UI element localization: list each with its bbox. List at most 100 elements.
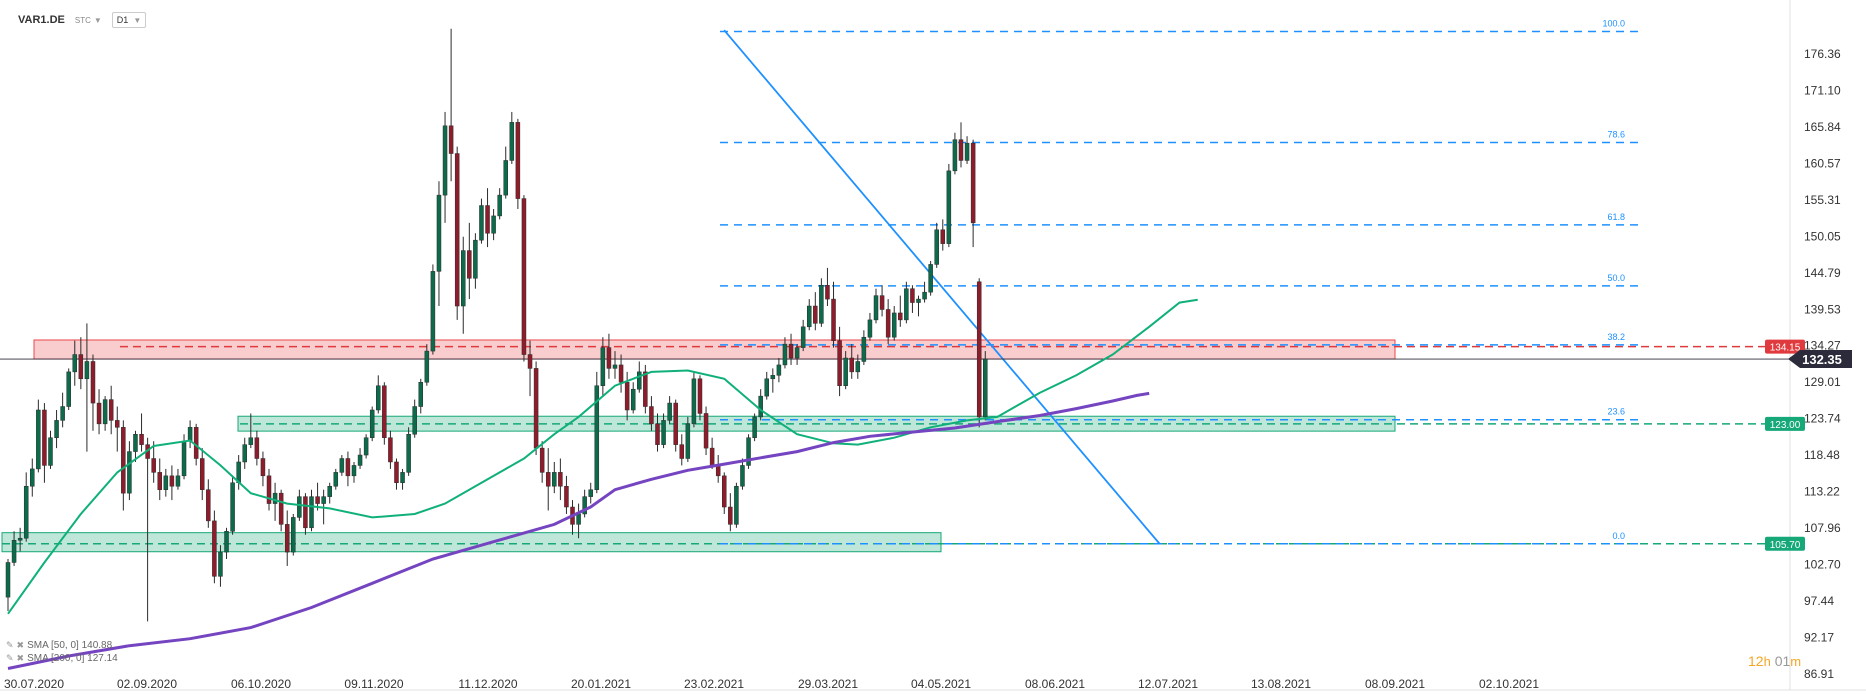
x-tick-label: 06.10.2020 bbox=[231, 677, 291, 691]
candle-body bbox=[5, 562, 11, 598]
candle-body bbox=[218, 551, 223, 577]
candle-body bbox=[418, 382, 424, 407]
candle-body bbox=[782, 343, 788, 366]
symbol-label[interactable]: VAR1.DE bbox=[18, 14, 65, 26]
candle-body bbox=[715, 465, 721, 477]
candle-body bbox=[96, 402, 102, 425]
candle-body bbox=[806, 305, 812, 328]
candle-body bbox=[515, 122, 521, 199]
candle-body bbox=[260, 458, 266, 477]
candles-group bbox=[5, 28, 988, 622]
candle-body bbox=[193, 427, 199, 459]
candle-body bbox=[376, 385, 381, 411]
x-tick-label: 23.02.2021 bbox=[684, 677, 744, 691]
y-tick-label: 155.31 bbox=[1804, 193, 1841, 207]
x-tick-label: 02.09.2020 bbox=[117, 677, 177, 691]
price-level-badge bbox=[1765, 536, 1805, 551]
candle-body bbox=[479, 205, 484, 241]
candle-body bbox=[606, 347, 612, 369]
y-tick-label: 102.70 bbox=[1804, 558, 1841, 572]
candle-body bbox=[788, 343, 794, 359]
candle-body bbox=[321, 496, 326, 504]
candle-body bbox=[891, 312, 897, 338]
y-tick-label: 160.57 bbox=[1804, 156, 1841, 170]
candle-body bbox=[819, 284, 824, 324]
candle-body bbox=[36, 409, 41, 470]
candle-body bbox=[873, 295, 879, 321]
candle-body bbox=[837, 340, 842, 386]
candle-body bbox=[582, 496, 587, 515]
zone-rect bbox=[33, 339, 1396, 360]
candle-body bbox=[254, 437, 260, 459]
x-tick-label: 08.09.2021 bbox=[1365, 677, 1425, 691]
y-tick-label: 165.84 bbox=[1804, 120, 1841, 134]
candle-body bbox=[206, 489, 211, 522]
candle-body bbox=[855, 361, 861, 373]
candle-body bbox=[770, 375, 776, 380]
candle-body bbox=[303, 496, 308, 529]
x-tick-label: 09.11.2020 bbox=[344, 677, 403, 691]
legend-sma200[interactable]: ✎ ✖ SMA [200, 0] 127.14 bbox=[6, 653, 118, 664]
y-tick-label: 176.36 bbox=[1804, 47, 1841, 61]
candle-body bbox=[309, 496, 314, 529]
x-tick-label: 02.10.2021 bbox=[1479, 677, 1539, 691]
candle-body bbox=[576, 513, 581, 525]
candle-body bbox=[970, 142, 976, 224]
fibonacci-label: 100.0 bbox=[1602, 19, 1625, 29]
x-tick-label: 08.06.2021 bbox=[1025, 677, 1085, 691]
candle-body bbox=[491, 215, 496, 234]
candle-body bbox=[60, 406, 65, 421]
candle-body bbox=[624, 382, 630, 411]
edit-icon[interactable]: ✎ bbox=[6, 653, 14, 663]
candle-body bbox=[734, 485, 739, 525]
fibonacci-label: 23.6 bbox=[1607, 407, 1625, 417]
candle-body bbox=[643, 371, 648, 407]
candle-body bbox=[885, 309, 891, 338]
candle-body bbox=[940, 229, 946, 244]
candle-body bbox=[928, 264, 933, 293]
legend-sma50[interactable]: ✎ ✖ SMA [50, 0] 140.88 bbox=[6, 640, 112, 651]
candle-body bbox=[843, 357, 848, 386]
candle-body bbox=[776, 364, 782, 376]
candle-body bbox=[382, 385, 387, 438]
candle-body bbox=[442, 125, 448, 196]
candle-body bbox=[54, 420, 59, 438]
candle-body bbox=[867, 319, 873, 338]
candle-body bbox=[224, 531, 229, 553]
candle-body bbox=[230, 482, 235, 532]
y-tick-label: 86.91 bbox=[1804, 667, 1834, 681]
candle-body bbox=[17, 537, 23, 541]
legend-sma50-label: SMA [50, 0] 140.88 bbox=[27, 640, 113, 651]
candle-body bbox=[157, 472, 162, 490]
candle-body bbox=[345, 458, 351, 477]
y-tick-label: 129.01 bbox=[1804, 375, 1841, 389]
mode-selector[interactable]: STC ▼ bbox=[75, 16, 102, 25]
candle-body bbox=[722, 475, 727, 508]
candle-body bbox=[84, 361, 90, 380]
fibonacci-label: 61.8 bbox=[1607, 212, 1625, 222]
y-tick-label: 118.48 bbox=[1804, 448, 1840, 462]
candle-body bbox=[357, 454, 363, 466]
candle-body bbox=[212, 520, 217, 577]
candle-body bbox=[964, 142, 970, 161]
candle-body bbox=[861, 336, 867, 362]
y-tick-label: 123.74 bbox=[1804, 412, 1841, 426]
candle-body bbox=[108, 399, 114, 421]
candle-body bbox=[509, 122, 515, 161]
candle-body bbox=[248, 437, 254, 445]
candle-body bbox=[461, 250, 466, 307]
candle-body bbox=[90, 361, 96, 404]
trendline bbox=[723, 29, 1161, 545]
close-icon[interactable]: ✖ bbox=[16, 653, 25, 663]
candle-body bbox=[151, 458, 156, 473]
candle-body bbox=[454, 153, 460, 307]
edit-icon[interactable]: ✎ bbox=[6, 640, 14, 650]
candle-body bbox=[199, 458, 205, 490]
timeframe-selector[interactable]: D1 ▼ bbox=[111, 12, 147, 28]
candle-body bbox=[831, 298, 836, 341]
close-icon[interactable]: ✖ bbox=[16, 640, 25, 650]
candle-body bbox=[272, 492, 278, 504]
candle-body bbox=[48, 437, 53, 466]
candle-body bbox=[922, 291, 927, 300]
